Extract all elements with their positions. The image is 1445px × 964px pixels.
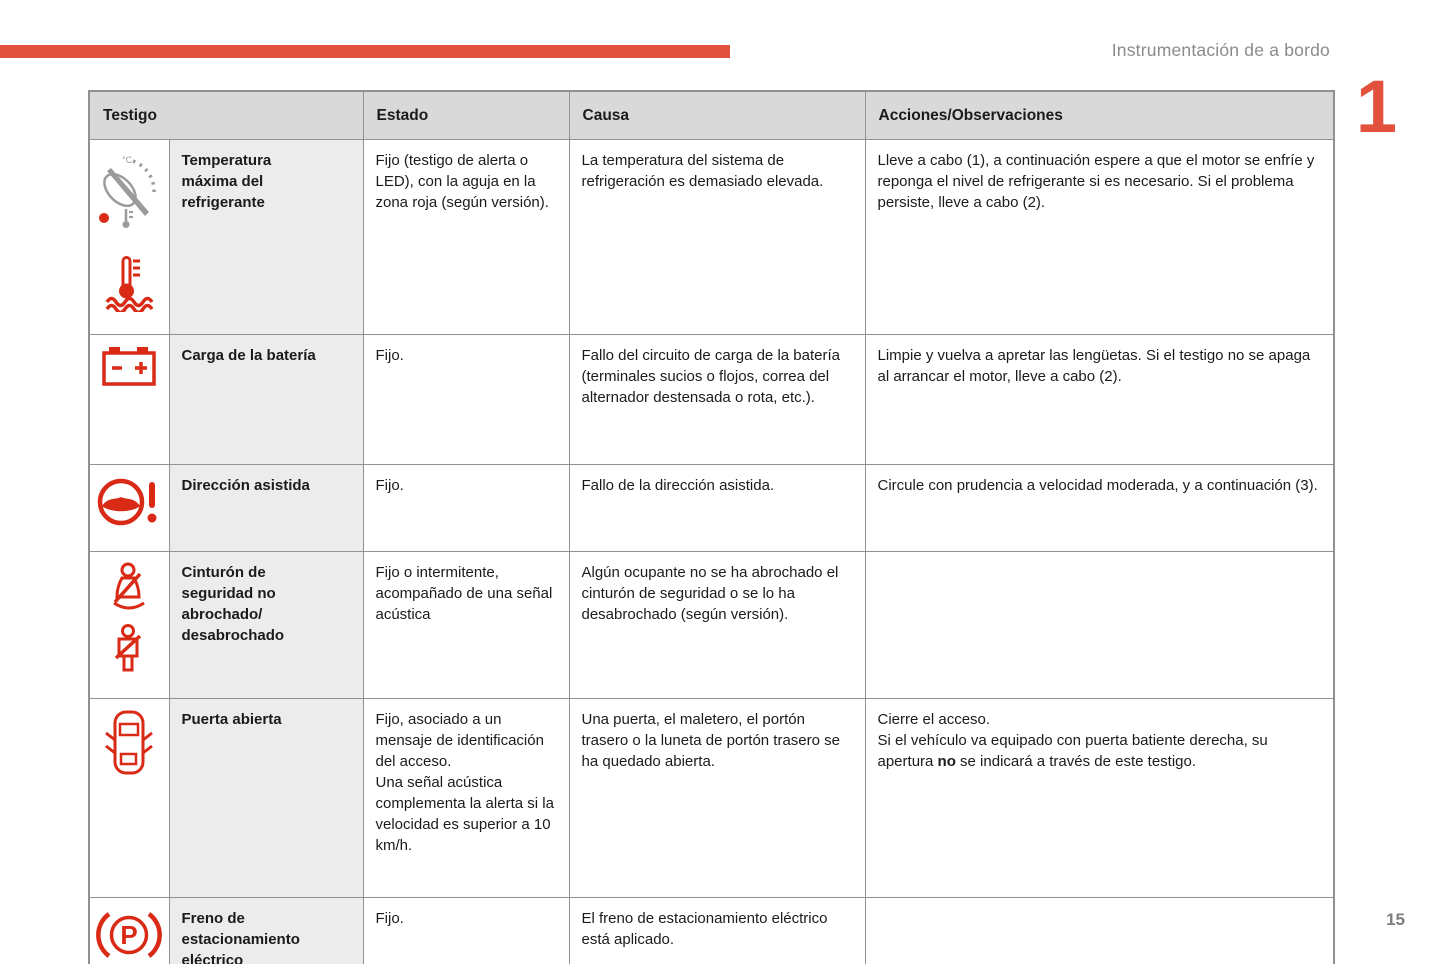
causa-cell: Fallo del circuito de carga de la baterí… [568,333,866,465]
testigo-icon-cell [88,550,170,699]
table-row: °C [88,138,1335,335]
electric-parking-brake-icon: P [96,911,163,958]
power-steering-warning-icon [98,478,157,525]
table-row: P Freno de estacionamiento eléctrico Fij… [88,896,1335,964]
acciones-text: se indicará a través de este testigo. [955,752,1197,770]
column-header-acciones: Acciones/Observaciones [864,90,1335,140]
chapter-number: 1 [1355,65,1397,148]
acciones-cell: Cierre el acceso. Si el vehículo va equi… [864,697,1335,898]
table-row: Puerta abierta Fijo, asociado a un mensa… [88,697,1335,898]
acciones-cell [864,896,1335,964]
testigo-icon-cell: °C [88,138,170,335]
testigo-name: Dirección asistida [168,463,364,552]
table-row: Cinturón de seguridad no abrochado/ desa… [88,550,1335,699]
estado-cell: Fijo. [362,896,570,964]
door-open-icon [105,710,154,774]
estado-cell: Fijo (testigo de alerta o LED), con la a… [362,138,570,335]
testigo-icon-cell: P [88,896,170,964]
causa-cell: Algún ocupante no se ha abrochado el cin… [568,550,866,699]
estado-cell: Fijo, asociado a un mensaje de identific… [362,697,570,898]
testigo-name: Puerta abierta [168,697,364,898]
coolant-temperature-warning-icon [105,255,154,312]
battery-charge-icon [102,346,156,386]
accent-bar [0,45,730,58]
coolant-temperature-gauge-icon: °C [99,155,157,228]
warning-lights-table: Testigo Estado Causa Acciones/Observacio… [88,90,1335,964]
acciones-text: Cierre el acceso. Si el vehículo va equi… [877,710,1268,770]
column-header-estado: Estado [362,90,570,140]
estado-cell: Fijo o intermitente, acompañado de una s… [362,550,570,699]
acciones-bold-text: no [937,752,956,770]
causa-cell: Una puerta, el maletero, el portón trase… [568,697,866,898]
testigo-name: Cinturón de seguridad no abrochado/ desa… [168,550,364,699]
acciones-cell: Lleve a cabo (1), a continuación espere … [864,138,1335,335]
table-row: Dirección asistida Fijo. Fallo de la dir… [88,463,1335,552]
causa-cell: La temperatura del sistema de refrigerac… [568,138,866,335]
seatbelt-reminder-icon [115,623,142,671]
testigo-name: Freno de estacionamiento eléctrico [168,896,364,964]
acciones-cell: Circule con prudencia a velocidad modera… [864,463,1335,552]
testigo-icon-cell [88,463,170,552]
page-title: Instrumentación de a bordo [1111,40,1330,60]
column-header-causa: Causa [568,90,866,140]
testigo-icon-cell [88,333,170,465]
column-header-testigo: Testigo [88,90,364,140]
page-number: 15 [1386,910,1405,929]
svg-text:P: P [121,920,138,950]
seatbelt-unfastened-icon [113,562,146,609]
table-row: Carga de la batería Fijo. Fallo del circ… [88,333,1335,465]
testigo-name: Temperatura máxima del refrigerante [168,138,364,335]
causa-cell: El freno de estacionamiento eléctrico es… [568,896,866,964]
testigo-icon-cell [88,697,170,898]
table-header-row: Testigo Estado Causa Acciones/Observacio… [88,90,1335,140]
svg-text:°C: °C [122,155,133,165]
estado-cell: Fijo. [362,463,570,552]
causa-cell: Fallo de la dirección asistida. [568,463,866,552]
acciones-cell: Limpie y vuelva a apretar las lengüetas.… [864,333,1335,465]
acciones-cell [864,550,1335,699]
testigo-name: Carga de la batería [168,333,364,465]
estado-cell: Fijo. [362,333,570,465]
